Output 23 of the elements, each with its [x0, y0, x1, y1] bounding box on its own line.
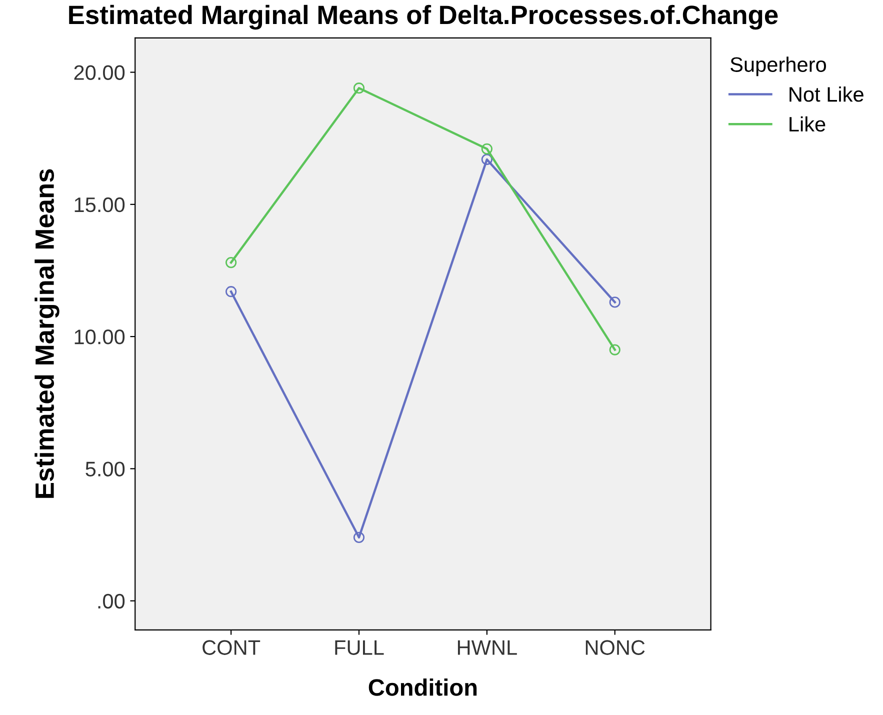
x-tick-label: NONC: [586, 640, 645, 655]
point: [225, 286, 237, 298]
point: [225, 256, 237, 268]
x-tick-label: CONT: [202, 640, 260, 655]
y-tick-label: 15.00: [74, 197, 125, 212]
y-tick-label: 5.00: [86, 462, 125, 476]
x-axis-title: Condition: [368, 678, 477, 696]
point: [609, 296, 620, 308]
y-tick-label: 10.00: [74, 330, 125, 344]
legend-label: Like: [790, 116, 826, 132]
point: [609, 344, 620, 356]
point: [481, 154, 492, 166]
legend-title: Superhero: [730, 56, 826, 76]
y-tick-label: .00: [98, 594, 125, 609]
point: [353, 82, 365, 94]
y-axis-title: Estimated Marginal Means: [34, 169, 60, 498]
chart-title: Estimated Marginal Means of Delta.Processes.of.Change: [69, 4, 778, 30]
y-tick-label: 20.00: [74, 65, 125, 80]
point: [353, 532, 365, 543]
point: [481, 143, 492, 154]
x-tick-label: HWNL: [458, 640, 517, 655]
legend-label: Not Like: [790, 86, 864, 102]
x-tick-label: FULL: [335, 640, 384, 655]
